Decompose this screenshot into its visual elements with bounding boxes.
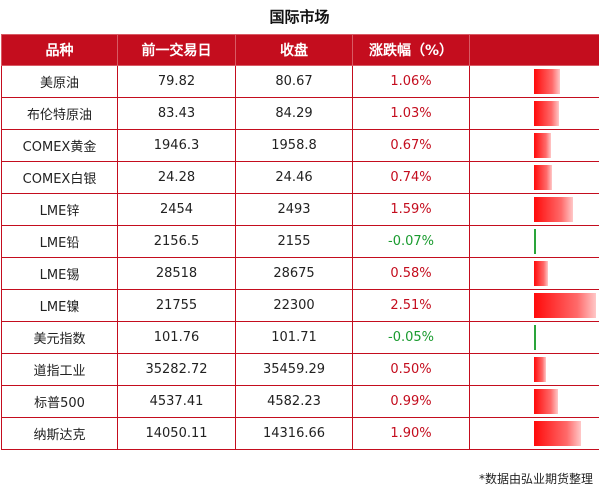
prev-day-value: 35282.72 [117,353,236,386]
change-bar [534,101,560,126]
change-bar-cell [469,65,599,98]
change-bar-cell [469,289,599,322]
change-pct: 0.58% [352,257,470,290]
prev-day-value: 28518 [117,257,236,290]
close-value: 80.67 [235,65,353,98]
product-name: LME锡 [1,257,118,290]
header-prev-day: 前一交易日 [117,34,236,66]
change-bar-cell [469,193,599,226]
close-value: 24.46 [235,161,353,194]
close-value: 28675 [235,257,353,290]
change-bar-cell [469,385,599,418]
table-row: 道指工业 35282.72 35459.29 0.50% [1,353,599,386]
close-value: 14316.66 [235,417,353,450]
change-pct: 0.74% [352,161,470,194]
table-row: 标普500 4537.41 4582.23 0.99% [1,385,599,418]
table-row: 纳斯达克 14050.11 14316.66 1.90% [1,417,599,450]
table-row: COMEX黄金 1946.3 1958.8 0.67% [1,129,599,162]
change-bar-cell [469,257,599,290]
change-bar-cell [469,353,599,386]
close-value: 35459.29 [235,353,353,386]
footnote: *数据由弘业期货整理 [478,472,593,486]
change-bar-cell [469,161,599,194]
product-name: COMEX黄金 [1,129,118,162]
prev-day-value: 4537.41 [117,385,236,418]
change-bar-cell [469,97,599,130]
close-value: 2493 [235,193,353,226]
prev-day-value: 101.76 [117,321,236,354]
change-bar-cell [469,321,599,354]
header-close: 收盘 [235,34,353,66]
product-name: COMEX白银 [1,161,118,194]
change-bar [534,421,581,446]
product-name: LME锌 [1,193,118,226]
table-row: LME锡 28518 28675 0.58% [1,257,599,290]
table-row: LME锌 2454 2493 1.59% [1,193,599,226]
prev-day-value: 14050.11 [117,417,236,450]
change-bar [534,357,547,382]
page-title: 国际市场 [269,8,330,26]
header-change-pct: 涨跌幅（%） [352,34,470,66]
prev-day-value: 79.82 [117,65,236,98]
change-bar-cell [469,225,599,258]
product-name: 纳斯达克 [1,417,118,450]
table-row: 布伦特原油 83.43 84.29 1.03% [1,97,599,130]
product-name: 美元指数 [1,321,118,354]
prev-day-value: 1946.3 [117,129,236,162]
product-name: LME镍 [1,289,118,322]
product-name: 道指工业 [1,353,118,386]
product-name: 标普500 [1,385,118,418]
close-value: 1958.8 [235,129,353,162]
change-pct: 1.90% [352,417,470,450]
change-bar [534,197,574,222]
prev-day-value: 24.28 [117,161,236,194]
table-row: 美原油 79.82 80.67 1.06% [1,65,599,98]
close-value: 22300 [235,289,353,322]
change-bar [534,325,536,350]
table-row: LME铅 2156.5 2155 -0.07% [1,225,599,258]
market-table: 品种 前一交易日 收盘 涨跌幅（%） 美原油 79.82 80.67 1.06% 布伦特… [1,34,599,450]
change-bar [534,133,551,158]
change-pct: 0.99% [352,385,470,418]
close-value: 101.71 [235,321,353,354]
change-pct: 1.06% [352,65,470,98]
table-row: COMEX白银 24.28 24.46 0.74% [1,161,599,194]
table-row: 美元指数 101.76 101.71 -0.05% [1,321,599,354]
change-bar [534,293,596,318]
change-pct: -0.05% [352,321,470,354]
change-bar [534,389,559,414]
change-bar [534,69,561,94]
change-pct: 0.67% [352,129,470,162]
close-value: 2155 [235,225,353,258]
table-header-row: 品种 前一交易日 收盘 涨跌幅（%） [1,34,599,66]
header-product: 品种 [1,34,118,66]
change-bar [534,165,553,190]
change-pct: -0.07% [352,225,470,258]
product-name: 布伦特原油 [1,97,118,130]
prev-day-value: 21755 [117,289,236,322]
change-bar-cell [469,129,599,162]
close-value: 4582.23 [235,385,353,418]
table-row: LME镍 21755 22300 2.51% [1,289,599,322]
change-pct: 0.50% [352,353,470,386]
change-pct: 1.59% [352,193,470,226]
prev-day-value: 83.43 [117,97,236,130]
change-bar [534,261,549,286]
close-value: 84.29 [235,97,353,130]
product-name: LME铅 [1,225,118,258]
prev-day-value: 2454 [117,193,236,226]
header-bar [469,34,599,66]
product-name: 美原油 [1,65,118,98]
change-pct: 1.03% [352,97,470,130]
change-pct: 2.51% [352,289,470,322]
change-bar-cell [469,417,599,450]
prev-day-value: 2156.5 [117,225,236,258]
change-bar [534,229,536,254]
